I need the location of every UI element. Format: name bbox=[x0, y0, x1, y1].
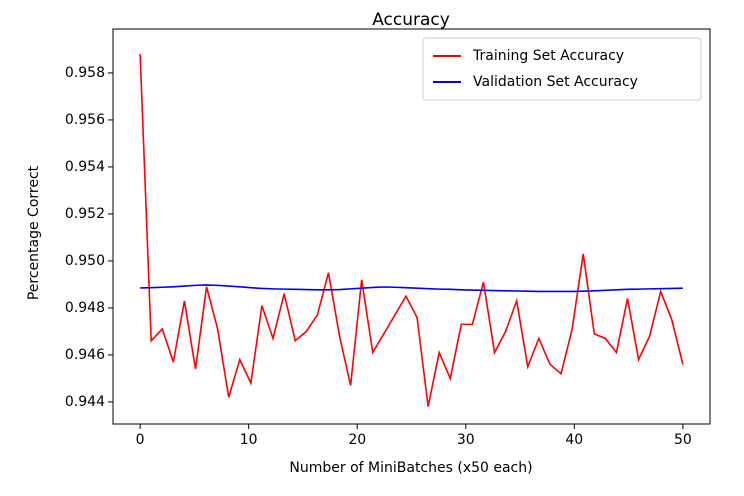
legend-box bbox=[422, 37, 702, 101]
x-tick-label: 10 bbox=[240, 432, 258, 448]
y-tick-label: 0.944 bbox=[65, 394, 105, 410]
x-tick-label: 30 bbox=[457, 432, 475, 448]
y-tick-label: 0.952 bbox=[65, 206, 105, 222]
x-tick-label: 0 bbox=[136, 432, 145, 448]
y-tick-label: 0.958 bbox=[65, 65, 105, 81]
x-tick-label: 40 bbox=[565, 432, 583, 448]
legend-label: Validation Set Accuracy bbox=[473, 74, 638, 90]
y-tick-label: 0.948 bbox=[65, 300, 105, 316]
x-tick-label: 20 bbox=[348, 432, 366, 448]
series-line bbox=[139, 54, 684, 407]
y-tick-label: 0.950 bbox=[65, 253, 105, 269]
series-line bbox=[140, 284, 683, 293]
y-tick-label: 0.956 bbox=[65, 112, 105, 128]
chart-title: Accuracy bbox=[372, 10, 450, 30]
y-axis-label: Percentage Correct bbox=[26, 165, 42, 300]
y-tick-label: 0.954 bbox=[65, 159, 105, 175]
plot-frame bbox=[112, 28, 711, 425]
x-tick-label: 50 bbox=[674, 432, 692, 448]
legend-label: Training Set Accuracy bbox=[472, 48, 624, 64]
y-tick-label: 0.946 bbox=[65, 347, 105, 363]
x-axis-label: Number of MiniBatches (x50 each) bbox=[289, 460, 532, 476]
